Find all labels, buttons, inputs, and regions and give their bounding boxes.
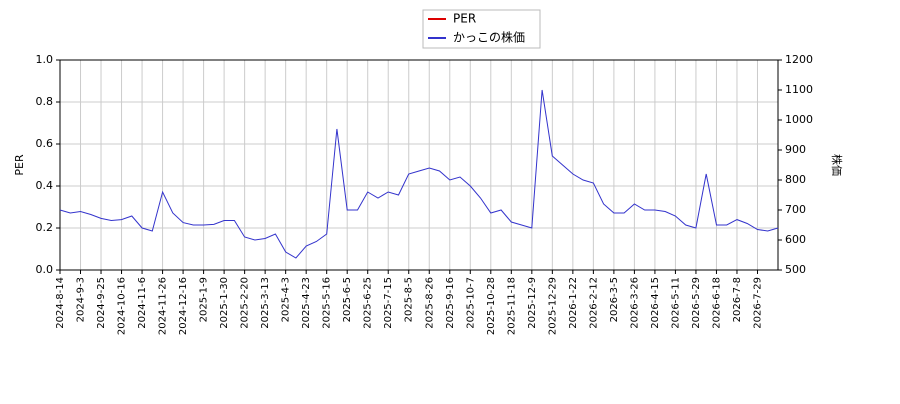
x-tick-label: 2026-7-29 (752, 277, 763, 329)
y-tick-label: 0.4 (36, 179, 54, 192)
x-tick-label: 2024-10-16 (117, 277, 128, 335)
x-tick-label: 2025-6-25 (363, 277, 374, 329)
y-tick-label: 1.0 (36, 53, 54, 66)
x-tick-label: 2026-6-18 (711, 277, 722, 329)
x-tick-label: 2025-8-5 (404, 277, 415, 322)
x-tick-label: 2025-5-16 (322, 277, 333, 329)
y-tick-label: 0.8 (36, 95, 54, 108)
plot-frame (59, 59, 779, 271)
x-tick-label: 2025-8-26 (424, 277, 435, 329)
x-tick-label: 2024-11-6 (137, 277, 148, 329)
x-tick-label: 2026-7-8 (732, 277, 743, 322)
x-tick-label: 2026-5-11 (670, 277, 681, 329)
x-tick-label: 2026-1-22 (568, 277, 579, 329)
y2-tick-label: 1000 (785, 113, 813, 126)
x-tick-label: 2025-6-5 (342, 277, 353, 322)
y2-tick-label: 600 (785, 233, 806, 246)
x-tick-label: 2025-7-15 (383, 277, 394, 329)
x-tick-label: 2025-12-9 (527, 277, 538, 329)
y2-tick-label: 1200 (785, 53, 813, 66)
legend-box (422, 9, 541, 49)
x-tick-label: 2024-11-26 (158, 277, 169, 335)
y2-tick-label: 1100 (785, 83, 813, 96)
y2-tick-label: 800 (785, 173, 806, 186)
x-tick-label: 2024-8-14 (55, 277, 66, 329)
x-tick-label: 2025-10-28 (486, 277, 497, 335)
y2-tick-label: 500 (785, 263, 806, 276)
x-tick-label: 2025-4-23 (301, 277, 312, 329)
x-tick-label: 2025-9-16 (445, 277, 456, 329)
y-tick-label: 0.6 (36, 137, 54, 150)
y2-tick-label: 900 (785, 143, 806, 156)
x-tick-label: 2026-3-5 (609, 277, 620, 322)
x-tick-label: 2025-3-13 (260, 277, 271, 329)
x-tick-label: 2026-2-12 (588, 277, 599, 329)
x-tick-label: 2026-3-26 (629, 277, 640, 329)
y-tick-label: 0.2 (36, 221, 54, 234)
legend-label: かっこの株価 (453, 30, 525, 45)
x-tick-label: 2025-11-18 (506, 277, 517, 335)
x-tick-label: 2025-10-7 (465, 277, 476, 329)
y2-axis-label: 株価 (830, 154, 844, 176)
x-tick-label: 2025-12-29 (547, 277, 558, 335)
x-tick-label: 2025-1-30 (219, 277, 230, 329)
y-axis-label: PER (13, 154, 26, 176)
x-tick-label: 2025-4-3 (281, 277, 292, 322)
x-tick-label: 2026-4-15 (650, 277, 661, 329)
x-tick-label: 2026-5-29 (691, 277, 702, 329)
y-tick-label: 0.0 (36, 263, 54, 276)
legend-label: PER (453, 12, 476, 26)
x-tick-label: 2025-2-20 (240, 277, 251, 329)
y2-tick-label: 700 (785, 203, 806, 216)
x-tick-label: 2024-9-3 (76, 277, 87, 322)
series-line (59, 89, 779, 259)
x-tick-label: 2025-1-9 (199, 277, 210, 322)
x-tick-label: 2024-9-25 (96, 277, 107, 329)
x-tick-label: 2024-12-16 (178, 277, 189, 335)
